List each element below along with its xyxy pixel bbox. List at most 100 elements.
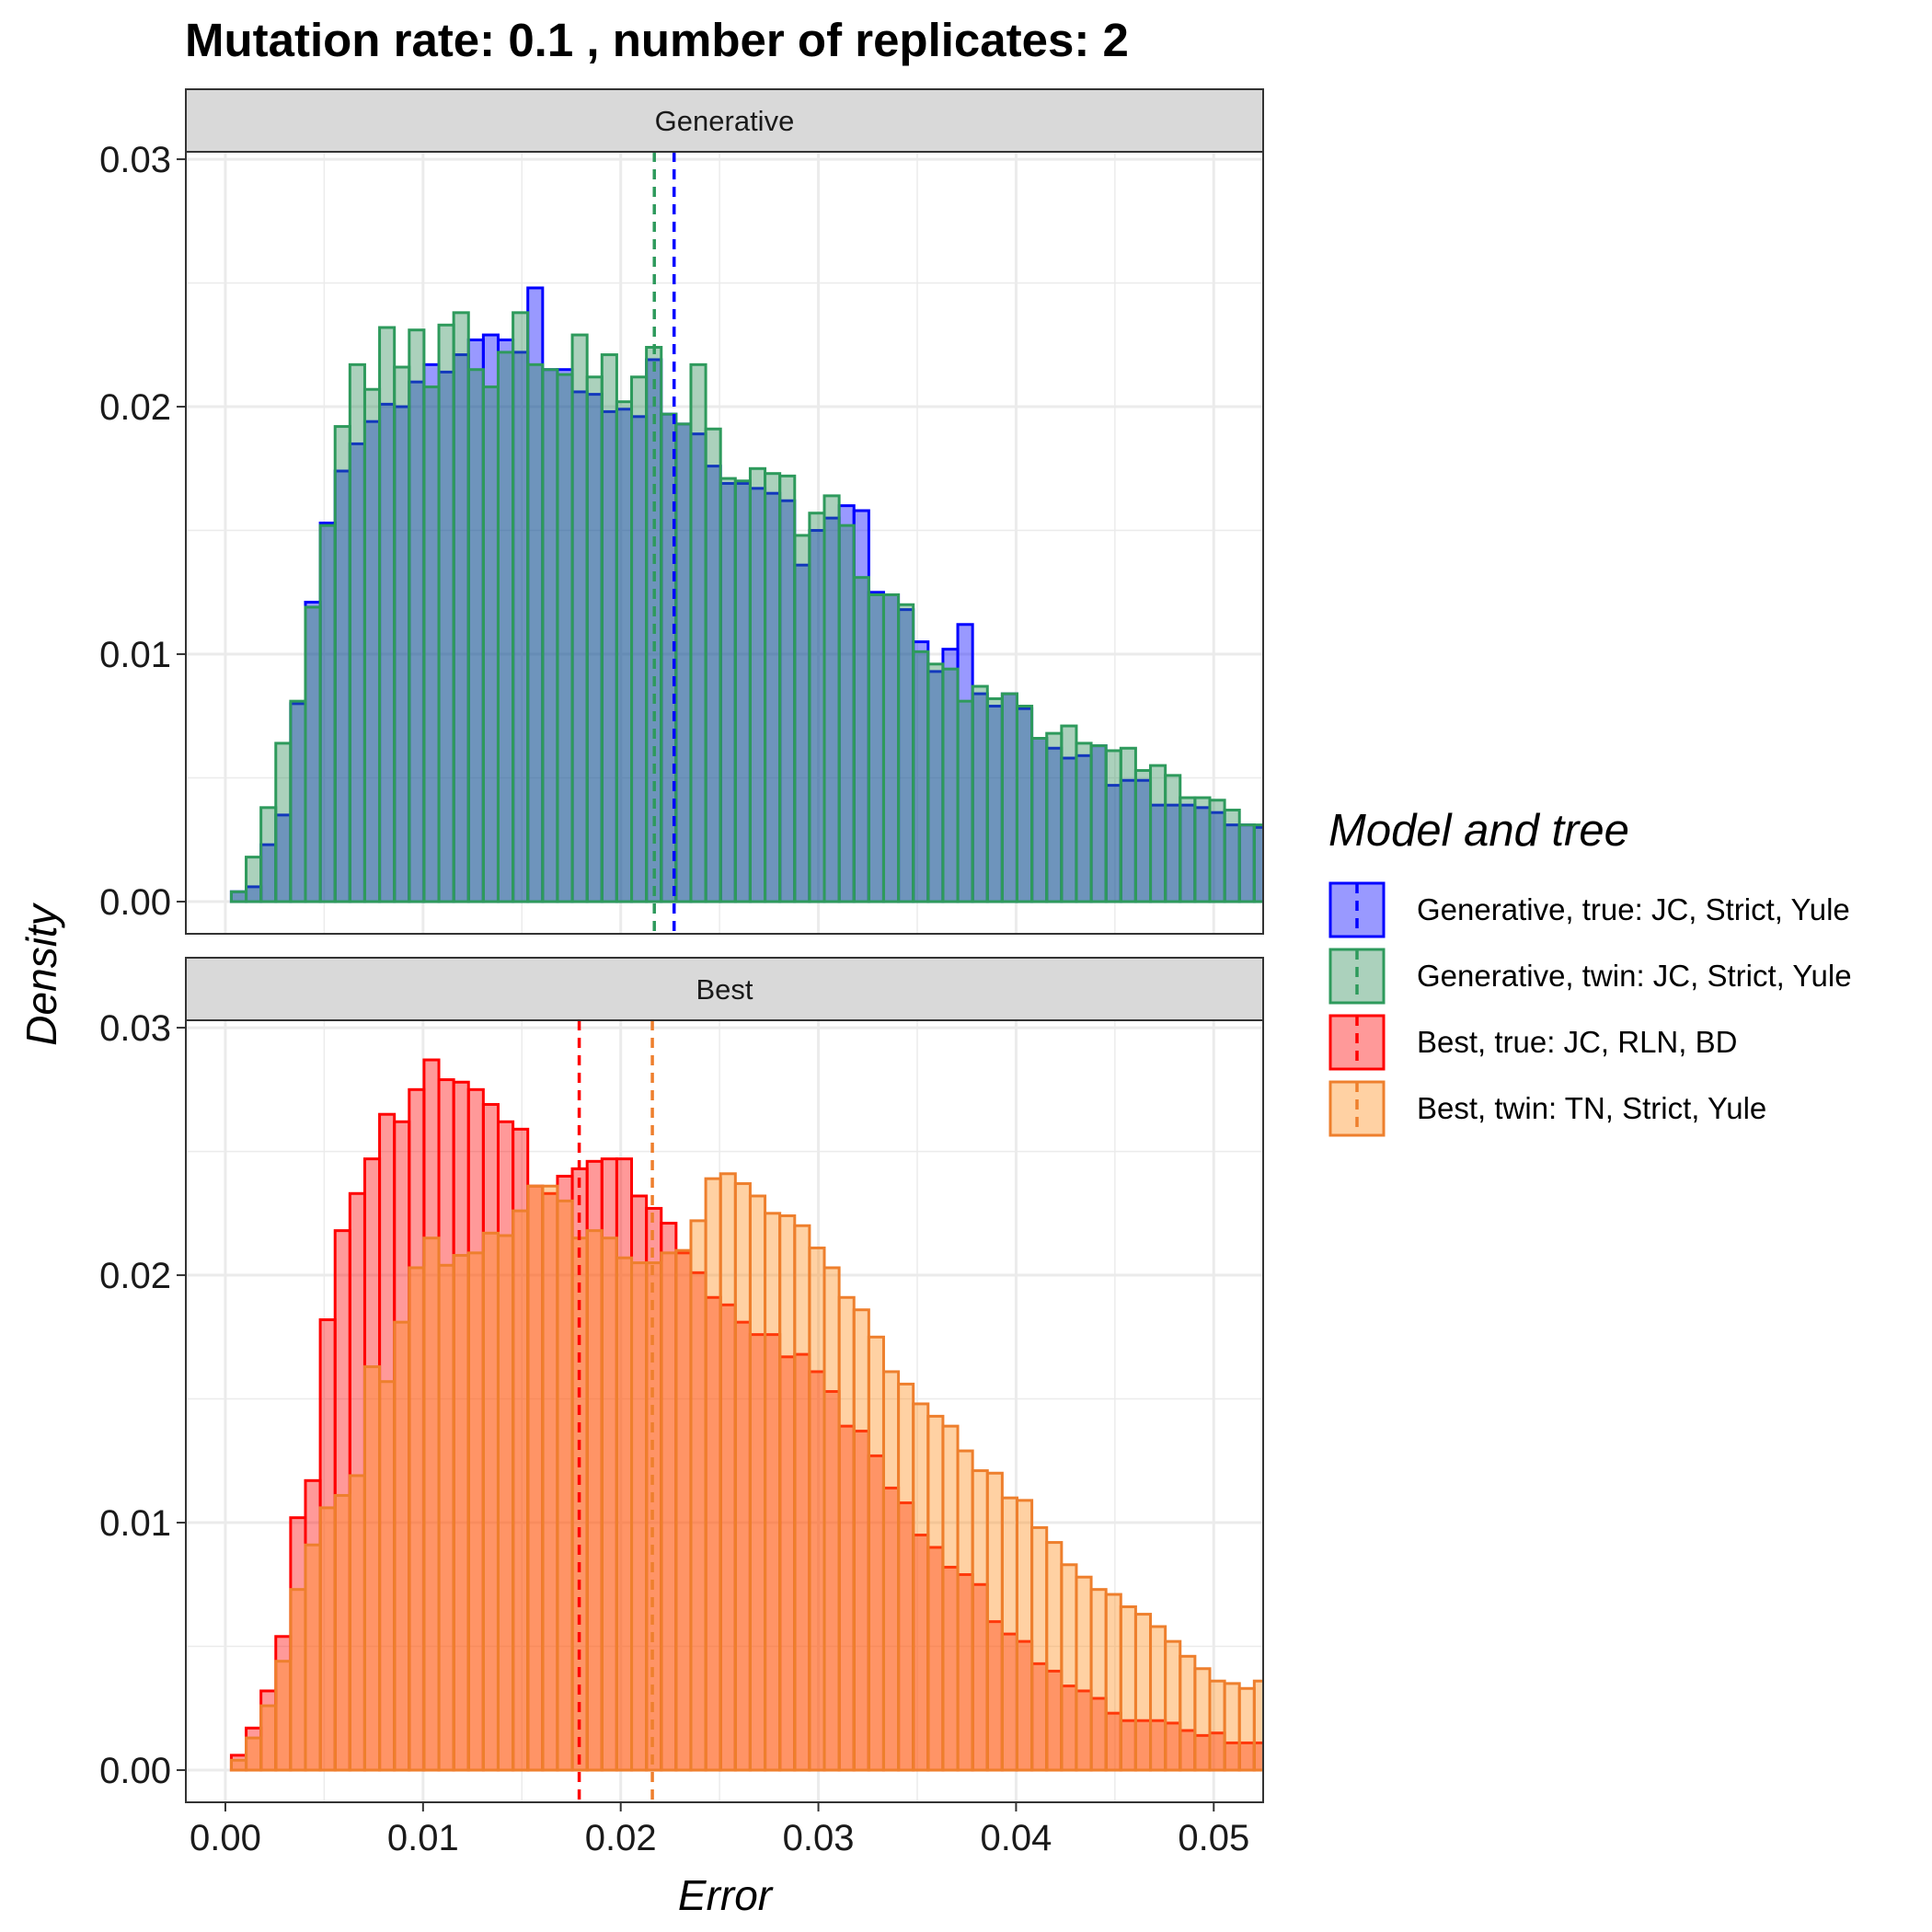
histogram-series [229, 311, 1263, 903]
histogram-bar [719, 1172, 737, 1772]
histogram-bar [466, 1251, 485, 1772]
legend-title: Model and tree [1328, 806, 1629, 856]
histogram-bar [1237, 1686, 1256, 1772]
histogram-bar [1252, 1679, 1263, 1772]
histogram-bar [1045, 1541, 1064, 1772]
histogram-bar [985, 696, 1004, 903]
panel-border [185, 151, 1264, 935]
histogram-bar [1252, 823, 1263, 903]
histogram-bar [778, 474, 797, 903]
histogram-bar [585, 1229, 604, 1772]
histogram-bar [822, 1266, 841, 1772]
histogram-bar [778, 1214, 797, 1772]
histogram-bar [422, 385, 441, 903]
histogram-bar [289, 1588, 307, 1772]
histogram-bar [378, 1380, 397, 1772]
histogram-bar [393, 365, 411, 903]
facet-label: Generative [655, 105, 795, 137]
histogram-bar [245, 856, 263, 903]
histogram-bar [362, 387, 382, 903]
histogram-bar [1104, 749, 1122, 903]
x-tick-label: 0.03 [783, 1818, 855, 1858]
histogram-bar [1000, 1496, 1018, 1772]
histogram-bar [926, 662, 945, 903]
histogram-bar [1075, 742, 1093, 903]
histogram-bar [867, 592, 885, 903]
histogram-bar [466, 368, 485, 903]
histogram-bar [674, 422, 693, 903]
histogram-bar [704, 1177, 722, 1772]
legend-label: Best, twin: TN, Strict, Yule [1417, 1091, 1767, 1125]
legend-label: Generative, twin: JC, Strict, Yule [1417, 959, 1852, 993]
histogram-bar [897, 603, 915, 903]
histogram-bar [719, 477, 737, 903]
histogram-bar [1133, 1613, 1153, 1772]
x-tick-label: 0.02 [585, 1818, 657, 1858]
legend-item: Best, true: JC, RLN, BD [1328, 1009, 1852, 1075]
histogram-bar [630, 375, 649, 903]
histogram-bar [971, 1469, 989, 1772]
histogram-bar [1223, 809, 1241, 903]
histogram-bar [481, 385, 500, 903]
histogram-bar [808, 512, 826, 903]
histogram-bar [289, 699, 307, 903]
legend-item: Generative, true: JC, Strict, Yule [1328, 877, 1852, 943]
histogram-bar [348, 1474, 366, 1772]
histogram-bar [956, 699, 974, 903]
histogram-bar [1015, 705, 1034, 903]
histogram-bar [689, 362, 707, 903]
histogram-bar [541, 1184, 559, 1772]
legend-item: Best, twin: TN, Strict, Yule [1328, 1075, 1852, 1142]
histogram-bar [837, 523, 856, 903]
histogram-bar [1119, 1605, 1137, 1772]
histogram-bar [1104, 1593, 1122, 1772]
panel-border [185, 1019, 1264, 1803]
histogram-bar [526, 362, 545, 903]
histogram-bar [378, 326, 397, 903]
histogram-bar [1119, 746, 1137, 903]
y-axis-label: Density [17, 904, 65, 1046]
legend-key [1328, 881, 1386, 938]
histogram-bar [912, 650, 930, 903]
histogram-series [229, 1172, 1263, 1772]
histogram-bar [541, 368, 559, 903]
histogram-bar [1075, 1575, 1093, 1772]
histogram-bar [793, 1224, 811, 1772]
x-tick-label: 0.00 [190, 1818, 261, 1858]
histogram-bar [274, 1660, 293, 1772]
histogram-bar [852, 576, 870, 903]
chart-title: Mutation rate: 0.1 , number of replicate… [185, 14, 1129, 66]
histogram-bar [422, 1236, 441, 1772]
histogram-bar [1149, 1625, 1167, 1772]
histogram-bar [1208, 1679, 1226, 1772]
y-tick-label: 0.00 [99, 1751, 171, 1791]
facet-strip [185, 957, 1264, 1021]
histogram-bar [318, 523, 337, 903]
histogram-bar [437, 1263, 455, 1772]
histogram-bar [1179, 796, 1197, 903]
histogram-bar [733, 1182, 752, 1772]
histogram-bar [229, 890, 248, 903]
histogram-bar [304, 1543, 322, 1772]
histogram-bar [245, 1736, 263, 1772]
histogram-bar [304, 605, 322, 903]
histogram-bar [512, 1209, 530, 1772]
x-tick-label: 0.01 [387, 1818, 459, 1858]
histogram-bar [526, 1184, 545, 1772]
histogram-bar [956, 1449, 974, 1772]
histogram-bar [1208, 799, 1226, 903]
histogram-bar [704, 427, 722, 903]
y-tick-label: 0.01 [99, 1503, 171, 1544]
histogram-bar [615, 400, 634, 903]
histogram-bar [941, 1424, 960, 1772]
histogram-bar [408, 328, 426, 903]
histogram-bar [1089, 1588, 1108, 1772]
histogram-bar [259, 1704, 278, 1772]
legend-key [1328, 948, 1386, 1005]
facet-label: Best [696, 973, 753, 1006]
y-tick-label: 0.02 [99, 387, 171, 428]
y-tick-label: 0.02 [99, 1256, 171, 1296]
histogram-bar [1193, 796, 1212, 903]
histogram-bar [674, 1248, 693, 1772]
histogram-bar [393, 1320, 411, 1772]
